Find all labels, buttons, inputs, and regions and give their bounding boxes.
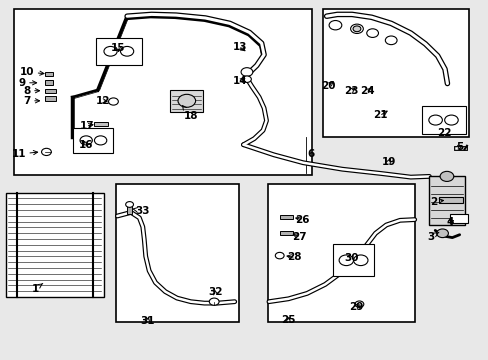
Bar: [279, 231, 293, 235]
Bar: [73, 128, 113, 153]
Circle shape: [428, 115, 442, 125]
Text: 3: 3: [427, 232, 438, 242]
Bar: [438, 197, 462, 203]
Bar: [116, 184, 238, 322]
Circle shape: [444, 115, 457, 125]
Bar: [96, 38, 142, 65]
Circle shape: [108, 98, 118, 105]
Circle shape: [242, 76, 251, 82]
Circle shape: [275, 252, 284, 259]
Text: 14: 14: [233, 76, 247, 86]
Text: 24: 24: [360, 86, 374, 96]
Bar: [333, 244, 373, 276]
Text: 9: 9: [19, 78, 37, 88]
Text: 17: 17: [80, 121, 94, 131]
Bar: [449, 214, 468, 223]
Text: 11: 11: [11, 149, 38, 159]
Text: 16: 16: [78, 140, 93, 150]
Text: 4: 4: [445, 217, 453, 228]
Text: 33: 33: [132, 206, 150, 216]
Circle shape: [241, 68, 252, 76]
Bar: [170, 90, 203, 112]
Text: 2: 2: [429, 197, 443, 207]
Bar: [14, 9, 311, 175]
Circle shape: [366, 29, 378, 37]
Text: 5: 5: [455, 142, 462, 152]
Text: 6: 6: [306, 149, 314, 159]
Circle shape: [328, 21, 341, 30]
Circle shape: [338, 255, 353, 266]
Circle shape: [41, 148, 51, 156]
Text: 28: 28: [286, 252, 301, 262]
Bar: [45, 80, 53, 85]
Text: 26: 26: [294, 215, 309, 225]
Circle shape: [125, 202, 133, 207]
Circle shape: [385, 36, 396, 45]
Text: 21: 21: [372, 110, 387, 120]
Circle shape: [353, 255, 367, 266]
Text: 27: 27: [291, 232, 306, 242]
Circle shape: [352, 26, 360, 32]
Circle shape: [209, 298, 219, 305]
Text: 29: 29: [348, 302, 363, 312]
Text: 10: 10: [20, 67, 44, 77]
Circle shape: [80, 136, 92, 145]
Bar: [267, 184, 414, 322]
Text: 7: 7: [23, 96, 40, 106]
Circle shape: [94, 136, 106, 145]
Text: 19: 19: [381, 157, 395, 167]
Bar: [421, 106, 465, 134]
Circle shape: [354, 301, 363, 307]
Bar: [279, 215, 293, 219]
Text: 32: 32: [207, 287, 222, 297]
Circle shape: [350, 24, 363, 33]
Circle shape: [439, 171, 453, 181]
Bar: [6, 193, 103, 297]
Text: 22: 22: [436, 128, 450, 138]
Text: 20: 20: [321, 81, 335, 91]
Bar: [45, 89, 56, 93]
Bar: [45, 96, 56, 101]
Text: 13: 13: [232, 42, 246, 52]
Text: 30: 30: [343, 253, 358, 264]
Bar: [322, 9, 468, 137]
Text: 15: 15: [111, 42, 125, 53]
Text: 31: 31: [140, 316, 155, 326]
Bar: [428, 176, 464, 225]
Text: 23: 23: [343, 86, 358, 96]
Text: 1: 1: [32, 283, 42, 294]
Text: 18: 18: [182, 105, 198, 121]
Bar: [94, 122, 107, 126]
Bar: [45, 72, 53, 76]
Circle shape: [120, 46, 133, 56]
Text: 8: 8: [23, 86, 40, 96]
Text: 25: 25: [281, 315, 295, 325]
Circle shape: [436, 229, 447, 238]
Text: 12: 12: [95, 96, 110, 106]
Bar: [127, 205, 132, 214]
Circle shape: [178, 94, 195, 107]
Circle shape: [104, 46, 117, 56]
